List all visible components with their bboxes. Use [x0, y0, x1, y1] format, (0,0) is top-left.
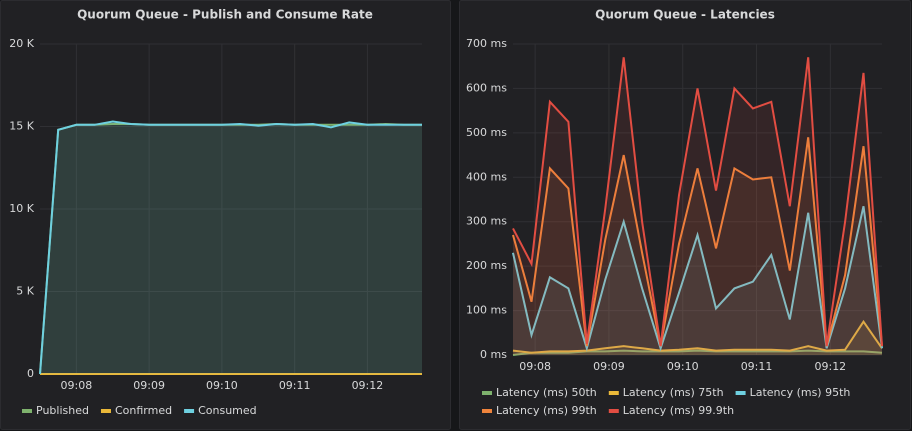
series-area [40, 124, 422, 374]
x-tick-label: 09:11 [279, 379, 311, 392]
series-line [512, 137, 883, 347]
y-tick-label: 300 ms [466, 215, 507, 228]
x-tick-label: 09:12 [814, 360, 846, 373]
legend-label: Consumed [198, 404, 257, 417]
x-tick-label: 09:08 [519, 360, 551, 373]
legend-label: Latency (ms) 99.9th [623, 404, 734, 417]
legend-swatch [608, 391, 619, 395]
series-line [512, 319, 883, 354]
series-area [513, 137, 882, 355]
series-line [39, 120, 422, 375]
panel [459, 0, 911, 430]
legend-swatch [100, 409, 111, 413]
panel-title: Quorum Queue - Latencies [595, 8, 775, 22]
series-area [40, 121, 422, 374]
legend-swatch [482, 391, 492, 395]
y-tick-label: 15 K [9, 120, 34, 133]
legend-swatch [608, 409, 619, 413]
y-tick-label: 0 [27, 367, 34, 380]
y-tick-label: 400 ms [466, 170, 507, 183]
y-tick-label: 700 ms [466, 37, 507, 50]
series-line [512, 205, 883, 352]
y-tick-label: 20 K [9, 37, 34, 50]
x-tick-label: 09:11 [741, 360, 773, 373]
series-line [512, 57, 883, 347]
x-tick-label: 09:08 [61, 379, 93, 392]
x-tick-label: 09:10 [206, 379, 238, 392]
y-tick-label: 10 K [9, 202, 34, 215]
legend-label: Latency (ms) 99th [496, 404, 597, 417]
legend-label: Latency (ms) 75th [623, 386, 724, 399]
y-tick-label: 5 K [16, 285, 34, 298]
x-tick-label: 09:09 [593, 360, 625, 373]
legend-label: Latency (ms) 95th [750, 386, 851, 399]
series-line [512, 349, 883, 356]
series-area [513, 206, 882, 355]
y-tick-label: 500 ms [466, 126, 507, 139]
x-tick-label: 09:10 [667, 360, 699, 373]
legend-swatch [22, 409, 32, 413]
legend-label: Published [36, 404, 89, 417]
x-tick-label: 09:09 [133, 379, 165, 392]
legend-label: Latency (ms) 50th [496, 386, 597, 399]
panel-title: Quorum Queue - Publish and Consume Rate [77, 8, 373, 22]
legend-swatch [735, 391, 746, 395]
legend-swatch [482, 409, 492, 413]
panel [0, 0, 451, 430]
y-tick-label: 0 ms [480, 348, 507, 361]
legend-swatch [184, 409, 195, 413]
x-tick-label: 09:12 [352, 379, 384, 392]
y-tick-label: 200 ms [466, 259, 507, 272]
y-tick-label: 600 ms [466, 81, 507, 94]
y-tick-label: 100 ms [466, 304, 507, 317]
series-area [513, 57, 882, 356]
legend-label: Confirmed [115, 404, 172, 417]
